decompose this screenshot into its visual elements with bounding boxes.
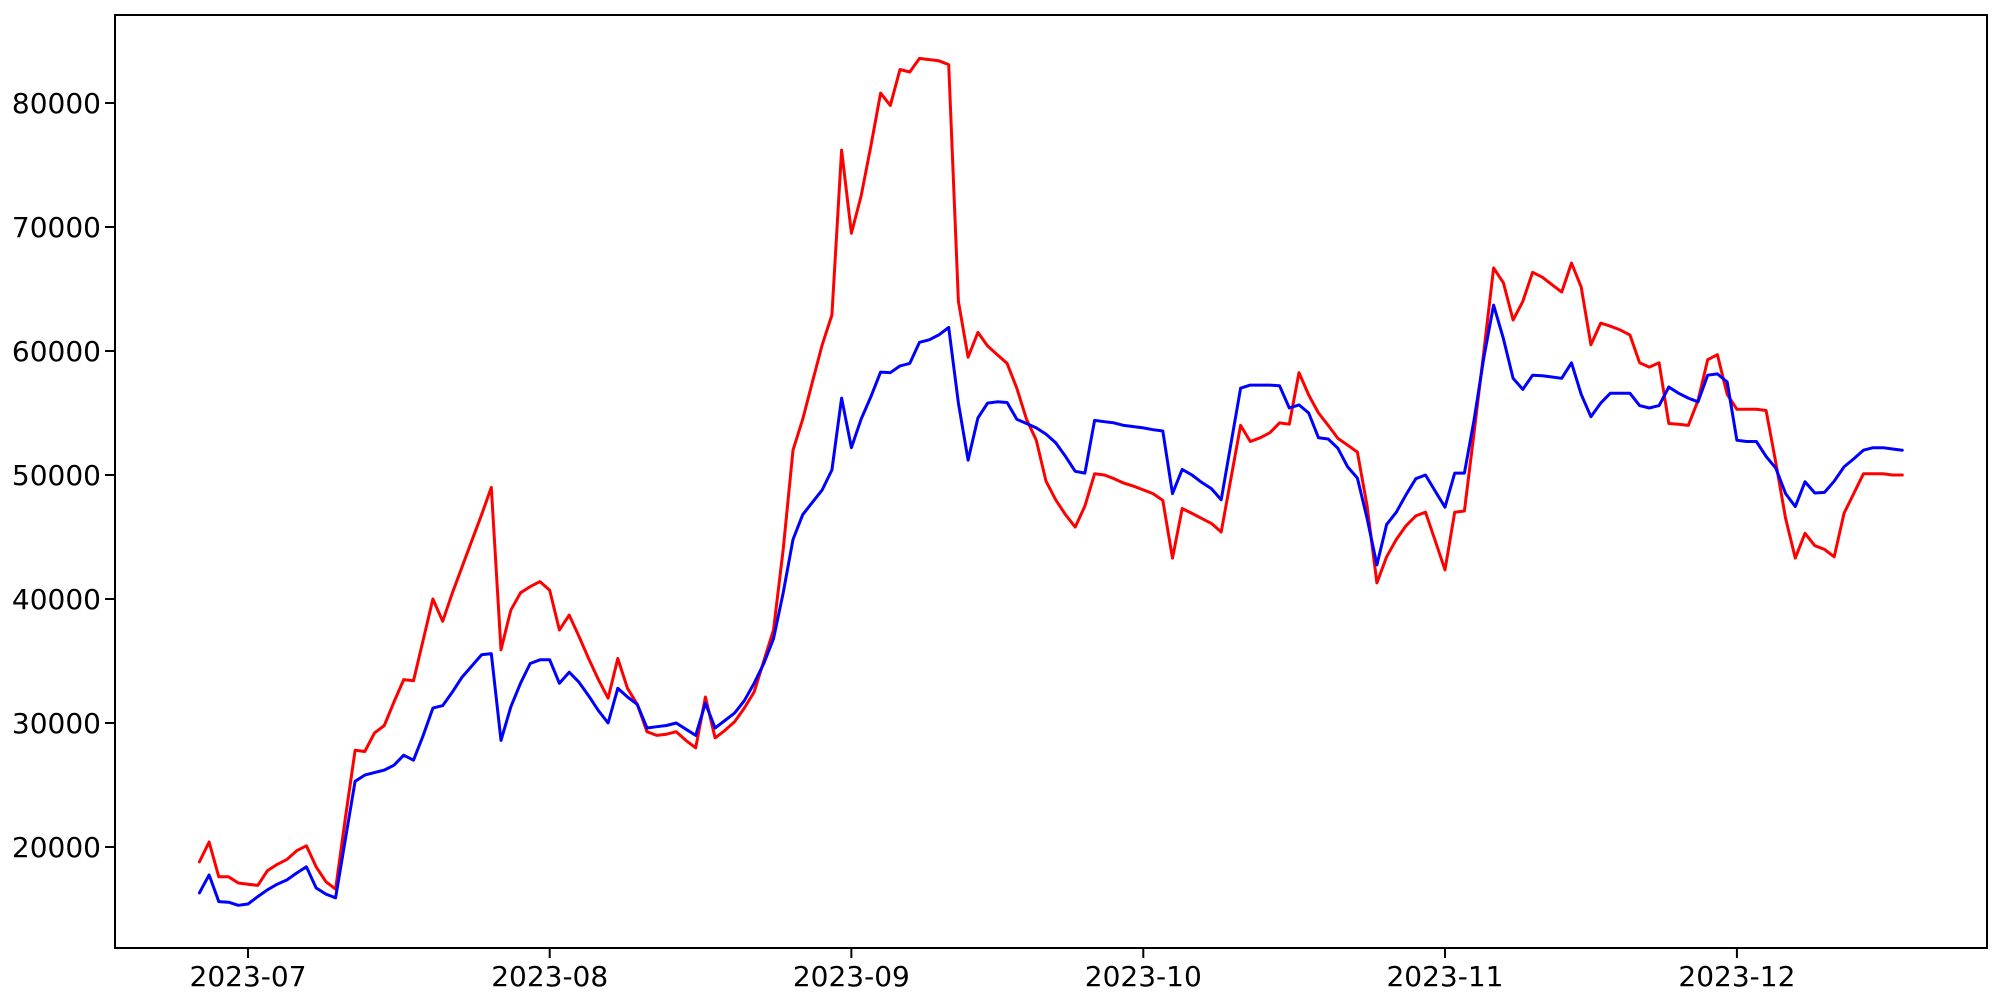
blue-series-line xyxy=(197,303,1904,907)
y-axis-tick-label: 80000 xyxy=(12,87,101,120)
x-axis-tick-label: 2023-12 xyxy=(1678,960,1795,993)
x-axis-tick-label: 2023-10 xyxy=(1085,960,1202,993)
plot-area xyxy=(115,15,1987,948)
axes-frame xyxy=(114,14,1988,949)
x-axis-tick-label: 2023-11 xyxy=(1386,960,1503,993)
y-axis-tick-label: 30000 xyxy=(12,707,101,740)
y-axis-tick-label: 70000 xyxy=(12,211,101,244)
x-axis-tick-label: 2023-08 xyxy=(491,960,608,993)
y-axis-tick-label: 60000 xyxy=(12,335,101,368)
y-axis-tick-label: 50000 xyxy=(12,459,101,492)
y-axis-tick-label: 40000 xyxy=(12,583,101,616)
x-axis-tick-label: 2023-09 xyxy=(793,960,910,993)
x-axis-tick-label: 2023-07 xyxy=(190,960,307,993)
red-series-line xyxy=(197,56,1904,891)
y-axis-tick-label: 20000 xyxy=(12,831,101,864)
